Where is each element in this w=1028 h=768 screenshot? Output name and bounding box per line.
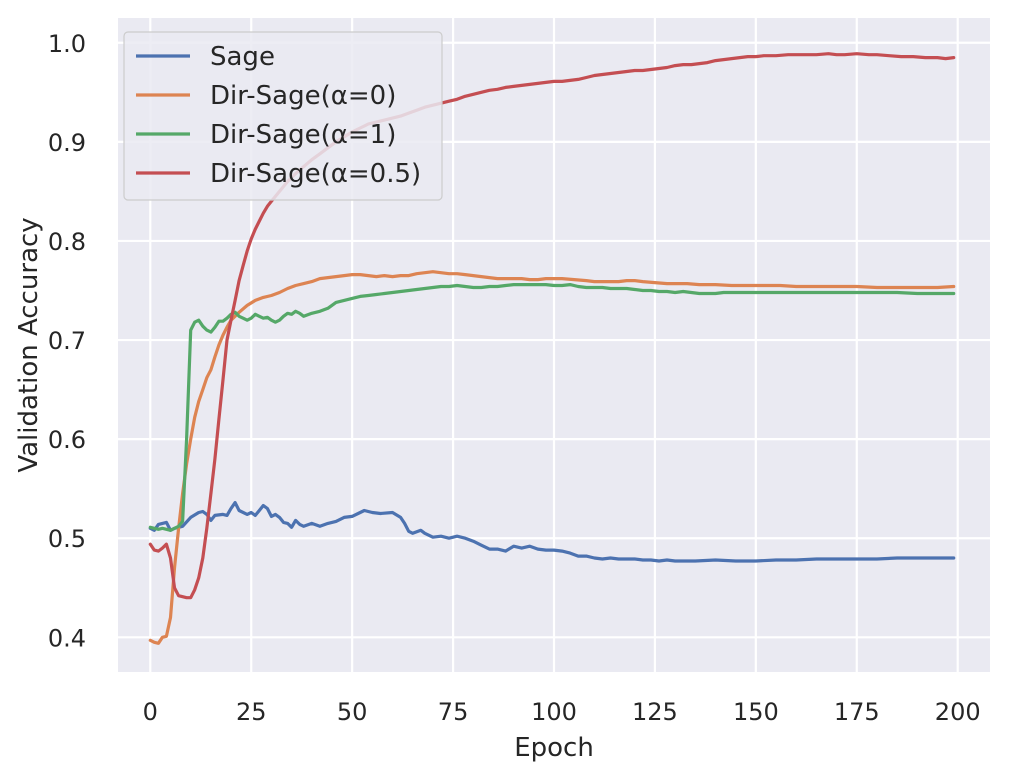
y-tick-label: 0.4 (48, 624, 86, 652)
legend-label: Dir-Sage(α=0.5) (210, 159, 421, 189)
x-tick-label: 50 (337, 698, 368, 726)
y-tick-labels: 0.4 0.5 0.6 0.7 0.8 0.9 1.0 (48, 30, 86, 653)
legend-box (123, 31, 443, 201)
legend-label: Sage (210, 42, 275, 72)
x-tick-label: 150 (733, 698, 779, 726)
legend-label: Dir-Sage(α=1) (210, 120, 396, 150)
x-tick-label: 200 (935, 698, 981, 726)
x-tick-labels: 0 25 50 75 100 125 150 175 200 (143, 698, 981, 726)
series-line-0 (148, 501, 956, 563)
series-lines (148, 52, 956, 645)
y-tick-label: 1.0 (48, 30, 86, 58)
series-line-1 (148, 270, 956, 645)
x-axis-label: Epoch (514, 733, 594, 763)
legend-label: Dir-Sage(α=0) (210, 81, 396, 111)
x-tick-label: 125 (632, 698, 678, 726)
x-tick-label: 0 (143, 698, 158, 726)
y-tick-label: 0.7 (48, 327, 86, 355)
series-line-3 (148, 52, 956, 600)
y-tick-label: 0.6 (48, 426, 86, 454)
legend: Sage Dir-Sage(α=0) Dir-Sage(α=1) Dir-Sage(α… (123, 31, 443, 201)
x-tick-label: 100 (531, 698, 577, 726)
x-tick-label: 25 (236, 698, 267, 726)
y-tick-label: 0.8 (48, 228, 86, 256)
series-line-2 (148, 283, 956, 532)
y-tick-label: 0.5 (48, 525, 86, 553)
x-tick-label: 75 (438, 698, 469, 726)
y-axis-label: Validation Accuracy (14, 217, 44, 472)
y-tick-label: 0.9 (48, 129, 86, 157)
x-tick-label: 175 (834, 698, 880, 726)
